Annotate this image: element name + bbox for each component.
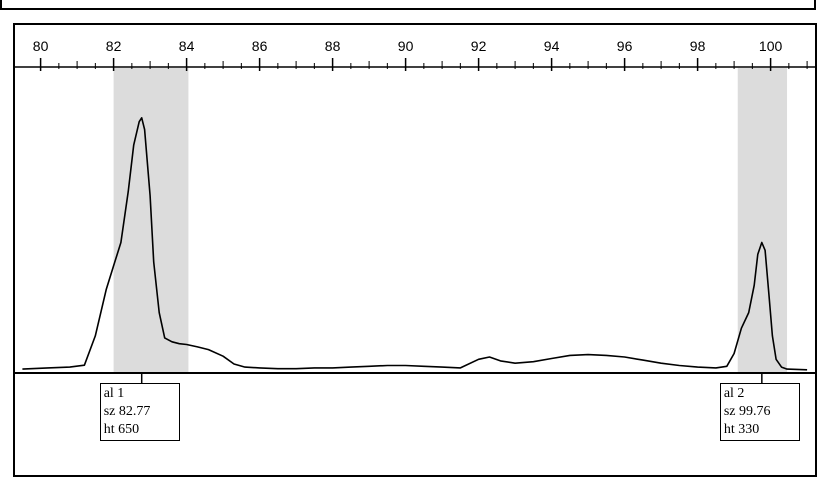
allele-label-line: sz 99.76 — [723, 404, 771, 419]
tick-label-94: 94 — [544, 38, 560, 54]
tick-label-100: 100 — [759, 38, 783, 54]
trace-line — [22, 117, 808, 371]
tick-label-88: 88 — [325, 38, 341, 54]
allele-label-line: ht 650 — [103, 422, 140, 437]
tick-label-90: 90 — [398, 38, 414, 54]
tick-label-80: 80 — [33, 38, 49, 54]
annotation-leaders — [140, 373, 763, 383]
tick-label-86: 86 — [252, 38, 268, 54]
previous-panel-frame — [0, 0, 816, 10]
tick-label-82: 82 — [106, 38, 122, 54]
ruler-ticks: 80 82 84 86 88 90 92 94 96 98 100 — [33, 38, 808, 71]
highlight-regions — [113, 68, 788, 373]
allele-label-line: al 2 — [723, 386, 745, 401]
highlight-region-2 — [737, 68, 788, 373]
trace-group — [22, 117, 808, 371]
tick-label-96: 96 — [617, 38, 633, 54]
tick-label-84: 84 — [179, 38, 195, 54]
tick-label-98: 98 — [690, 38, 706, 54]
allele-label-1: al 1 sz 82.77 ht 650 — [99, 383, 180, 441]
allele-label-2: al 2 sz 99.76 ht 330 — [719, 383, 800, 441]
allele-label-line: ht 330 — [723, 422, 760, 437]
tick-label-92: 92 — [471, 38, 487, 54]
allele-label-line: sz 82.77 — [103, 404, 151, 419]
allele-label-line: al 1 — [103, 386, 125, 401]
